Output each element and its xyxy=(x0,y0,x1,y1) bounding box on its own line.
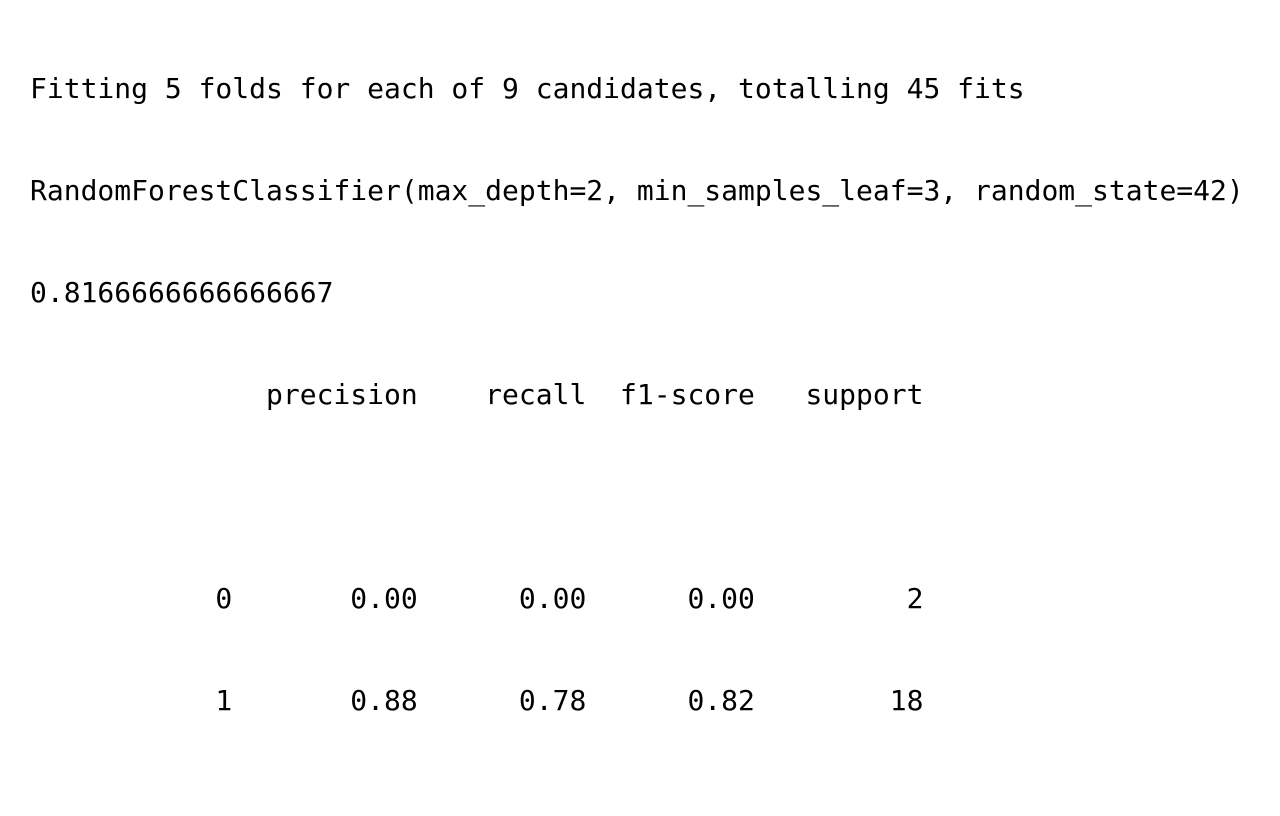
report-blank-line xyxy=(30,786,1244,816)
report-blank-line xyxy=(30,480,1244,514)
report-row-class-1: 1 0.88 0.78 0.82 18 xyxy=(30,684,924,717)
report-row-class-0: 0 0.00 0.00 0.00 2 xyxy=(30,582,924,615)
cell-output-text: Fitting 5 folds for each of 9 candidates… xyxy=(30,4,1244,816)
output-line-accuracy-score: 0.8166666666666667 xyxy=(30,276,334,309)
output-line-fitting-folds: Fitting 5 folds for each of 9 candidates… xyxy=(30,72,1025,105)
report-header-row: precision recall f1-score support xyxy=(30,378,924,411)
output-line-best-estimator: RandomForestClassifier(max_depth=2, min_… xyxy=(30,174,1244,207)
